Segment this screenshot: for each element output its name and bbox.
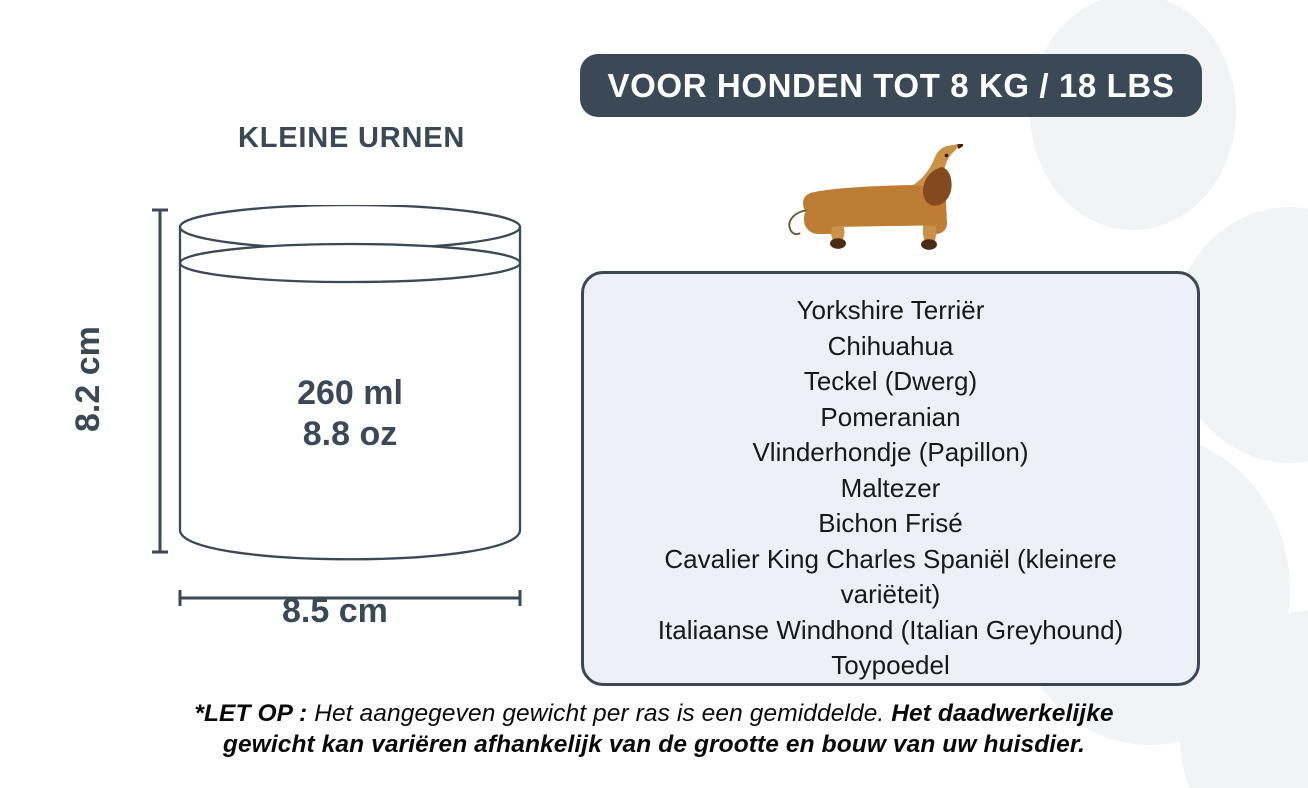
svg-text:260 ml: 260 ml bbox=[297, 374, 403, 412]
svg-text:8.8 oz: 8.8 oz bbox=[303, 415, 397, 453]
